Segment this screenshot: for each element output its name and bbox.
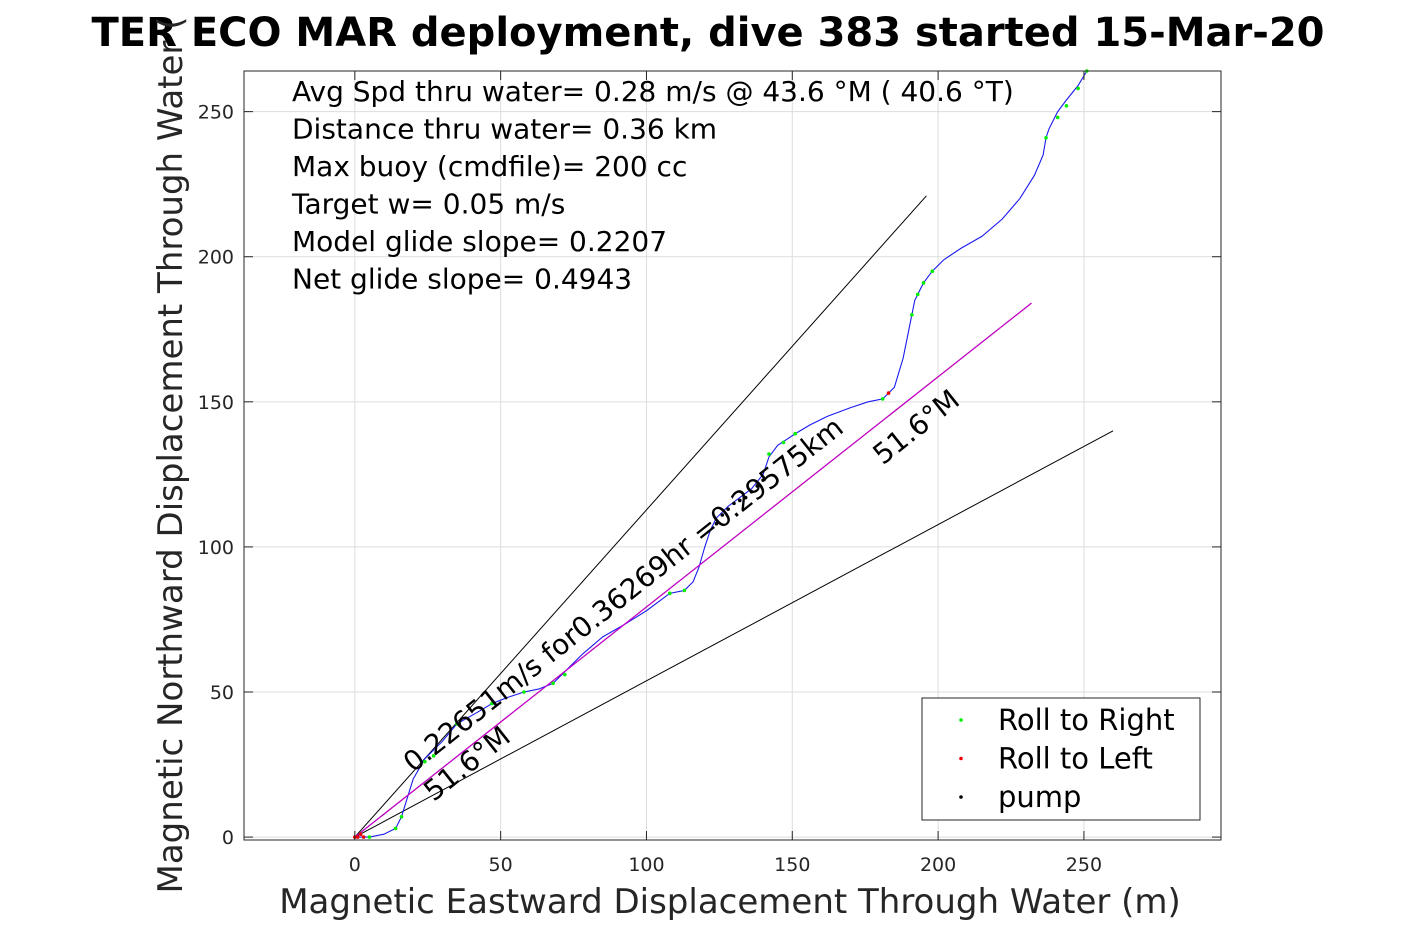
data-point (563, 672, 567, 677)
legend-entry: pump (998, 780, 1081, 814)
data-point (732, 501, 736, 506)
data-point (667, 591, 672, 596)
data-point (880, 397, 885, 401)
stats-line: Target w= 0.05 m/s (291, 188, 565, 221)
data-point (737, 498, 742, 503)
data-point (767, 452, 771, 456)
y-tick-label: 200 (198, 247, 234, 269)
legend: Roll to Right Roll to Left pump (921, 697, 1201, 821)
reference-line (354, 195, 927, 838)
data-point (361, 835, 366, 839)
x-tick-label: 150 (774, 854, 810, 876)
chart-title: TER ECO MAR deployment, dive 383 started… (91, 10, 1324, 56)
data-series (353, 69, 1089, 839)
data-point (743, 495, 748, 500)
data-point (367, 835, 372, 839)
y-tick-label: 0 (222, 827, 234, 849)
data-point (1044, 135, 1048, 140)
reference-line (354, 430, 1114, 838)
y-axis-label: Magnetic Northward Displacement Through … (151, 17, 191, 894)
data-point (761, 478, 765, 482)
data-point (551, 681, 555, 686)
x-tick-label: 250 (1066, 854, 1102, 876)
dive-track-line (354, 70, 1088, 838)
grid (244, 71, 1221, 840)
legend-box (921, 697, 1201, 821)
data-point (714, 521, 719, 526)
y-tick-label: 50 (210, 682, 234, 704)
y-tick-label: 100 (198, 537, 234, 559)
stats-text-block: Avg Spd thru water= 0.28 m/s @ 43.6 °M (… (291, 75, 1014, 296)
data-point (393, 826, 398, 831)
y-tick-label: 250 (198, 102, 234, 124)
data-point (915, 292, 920, 297)
data-point (749, 489, 754, 494)
data-point (755, 484, 760, 488)
x-tick-label: 200 (920, 854, 956, 876)
stats-line: Avg Spd thru water= 0.28 m/s @ 43.6 °M (… (292, 75, 1014, 108)
data-point (910, 312, 914, 317)
data-point (682, 588, 687, 593)
x-tick-label: 50 (489, 854, 513, 876)
axis-ticks (244, 71, 1221, 840)
data-point (355, 835, 360, 839)
data-point (490, 701, 494, 706)
stats-line: Distance thru water= 0.36 km (292, 113, 717, 146)
data-point (930, 269, 935, 274)
data-point (921, 281, 926, 285)
data-point (399, 814, 404, 819)
data-point (1064, 104, 1069, 108)
data-point (423, 759, 427, 764)
data-point (781, 440, 786, 445)
legend-entry: Roll to Left (998, 742, 1153, 776)
x-tick-label: 0 (349, 854, 361, 876)
tick-labels: 0 50 100 150 200 250 0 50 100 150 200 250 (198, 102, 1102, 876)
legend-entry: Roll to Right (998, 703, 1175, 737)
data-point (886, 391, 891, 395)
legend-marker (959, 795, 963, 799)
data-point (726, 507, 730, 511)
data-point (1076, 86, 1080, 91)
x-tick-label: 100 (628, 854, 664, 876)
x-axis-label: Magnetic Eastward Displacement Through W… (279, 882, 1181, 922)
data-point (793, 431, 798, 436)
plot-frame (243, 70, 1222, 841)
stats-line: Max buoy (cmdfile)= 200 cc (292, 150, 687, 183)
legend-marker (959, 756, 963, 761)
stats-line: Model glide slope= 0.2207 (292, 225, 667, 258)
data-point (522, 690, 526, 694)
legend-marker (959, 718, 963, 722)
data-point (1055, 115, 1060, 120)
data-point (455, 722, 459, 726)
stats-line: Net glide slope= 0.4943 (292, 263, 632, 296)
data-point (358, 832, 363, 836)
data-point (720, 513, 725, 517)
y-tick-label: 150 (198, 392, 234, 414)
net-heading-line (354, 302, 1032, 838)
data-point (431, 754, 436, 758)
